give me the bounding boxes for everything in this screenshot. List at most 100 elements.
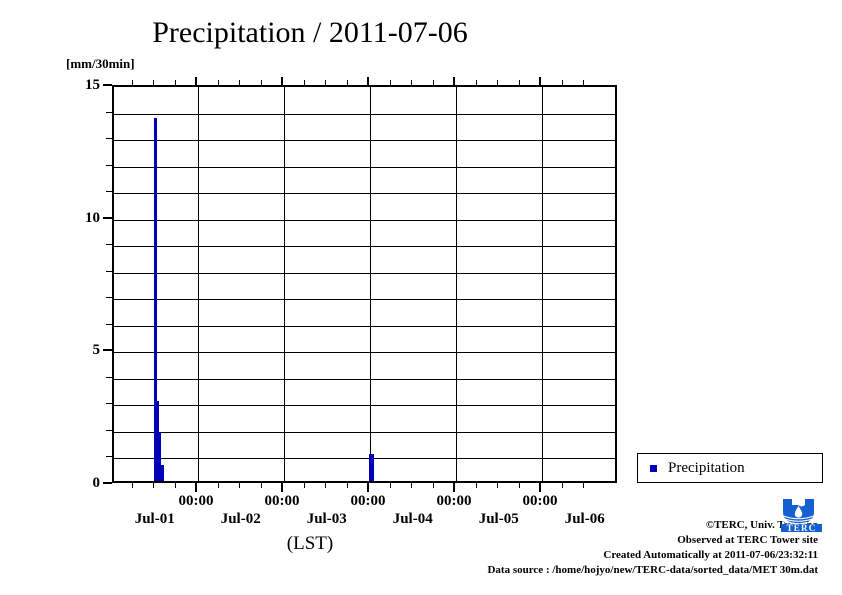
terc-logo-icon: TERC [781,499,822,533]
x-axis-time-label: 00:00 [264,493,300,509]
y-tick-minor [106,270,112,272]
x-tick-minor [325,483,326,488]
x-tick-minor [583,483,584,488]
x-tick-top-minor [131,80,133,85]
gridline-horizontal [114,431,615,433]
bar [155,401,159,481]
x-axis-date-label: Jul-02 [220,511,261,527]
x-axis-time-label: 00:00 [350,493,386,509]
credits-block: ©TERC, Univ. Tsukuba Observed at TERC To… [410,518,818,578]
x-tick-top-minor [475,80,477,85]
legend-marker-precipitation [650,464,657,472]
terc-logo-text: TERC [787,523,817,532]
bar [161,465,165,481]
x-axis-date-label: Jul-05 [478,511,519,527]
x-tick-top-minor [174,80,176,85]
gridline-vertical [456,87,457,481]
x-tick-top-minor [518,80,520,85]
x-tick-minor [561,483,563,488]
x-tick-minor [303,483,305,488]
gridline-horizontal [114,352,615,354]
bar [154,117,157,481]
gridline-horizontal [114,113,615,115]
chart-title: Precipitation / 2011-07-06 [152,16,468,49]
x-tick-minor [475,483,477,488]
gridline-horizontal [114,378,615,380]
y-tick-major [103,349,112,352]
y-tick-minor [106,429,112,431]
legend-label-precipitation: Precipitation [668,459,745,476]
x-tick-minor [411,483,412,488]
gridline-vertical [198,87,199,481]
x-tick-top-minor [583,80,584,85]
x-tick-minor [131,483,133,488]
y-tick-minor [106,297,112,299]
x-axis-time-label: 00:00 [522,493,558,509]
x-tick-top-minor [432,80,434,85]
y-tick-minor [106,244,112,246]
x-tick-top-major [453,77,455,85]
x-tick-top-major [367,77,369,85]
x-tick-top-major [539,77,541,85]
y-tick-minor [106,138,112,140]
y-tick-major [103,84,112,86]
gridline-horizontal [114,140,615,142]
y-tick-minor [106,191,112,193]
x-axis-date-label: Jul-04 [392,511,433,527]
x-tick-top-minor [497,80,498,85]
gridline-vertical [284,87,285,481]
y-axis-labels: 0 5 10 15 [60,0,100,595]
plot-area [112,85,617,483]
gridline-vertical [542,87,543,481]
x-tick-top-minor [411,80,412,85]
terc-logo: TERC [781,498,822,533]
x-tick-top-minor [389,80,391,85]
y-tick-minor [106,111,112,113]
x-tick-top-minor [153,80,154,85]
x-tick-major [195,483,197,492]
bar [369,454,372,481]
y-tick-major [103,216,112,219]
credit-data-source: Data source : /home/hojyo/new/TERC-data/… [487,564,818,576]
y-tick-minor [106,456,112,458]
y-axis-unit-label: [mm/30min] [66,56,135,71]
plot-grid-and-bars [114,87,615,481]
x-axis-date-label: Jul-06 [564,511,605,527]
x-axis-time-label: 00:00 [436,493,472,509]
x-tick-minor [174,483,176,488]
x-tick-top-minor [346,80,348,85]
bar [157,433,161,481]
y-tick-minor [106,323,112,325]
bar [370,454,374,481]
x-tick-minor [389,483,391,488]
gridline-horizontal [114,219,615,221]
x-tick-minor [432,483,434,488]
x-tick-top-minor [325,80,326,85]
gridline-horizontal [114,246,615,248]
x-tick-minor [217,483,219,488]
credit-created-at: Created Automatically at 2011-07-06/23:3… [603,549,818,561]
x-tick-minor [153,483,154,488]
x-tick-major [539,483,541,492]
gridline-vertical [370,87,371,481]
gridline-horizontal [114,405,615,407]
x-tick-top-minor [217,80,219,85]
gridline-horizontal [114,458,615,460]
credit-observed-at: Observed at TERC Tower site [677,534,818,546]
gridline-horizontal [114,166,615,168]
x-axis-title: (LST) [286,533,334,554]
y-axis-tick-label: 0 [92,475,101,491]
x-tick-minor [260,483,262,488]
y-axis-tick-label: 15 [85,77,100,93]
y-tick-major [103,482,112,484]
x-tick-major [281,483,283,492]
x-tick-top-major [195,77,197,85]
y-axis-tick-label: 10 [85,209,100,226]
y-tick-minor [106,403,112,405]
x-tick-top-minor [303,80,305,85]
x-tick-top-major [281,77,283,85]
x-tick-top-minor [561,80,563,85]
x-tick-major [367,483,369,492]
x-tick-top-minor [239,80,240,85]
x-tick-minor [518,483,520,488]
